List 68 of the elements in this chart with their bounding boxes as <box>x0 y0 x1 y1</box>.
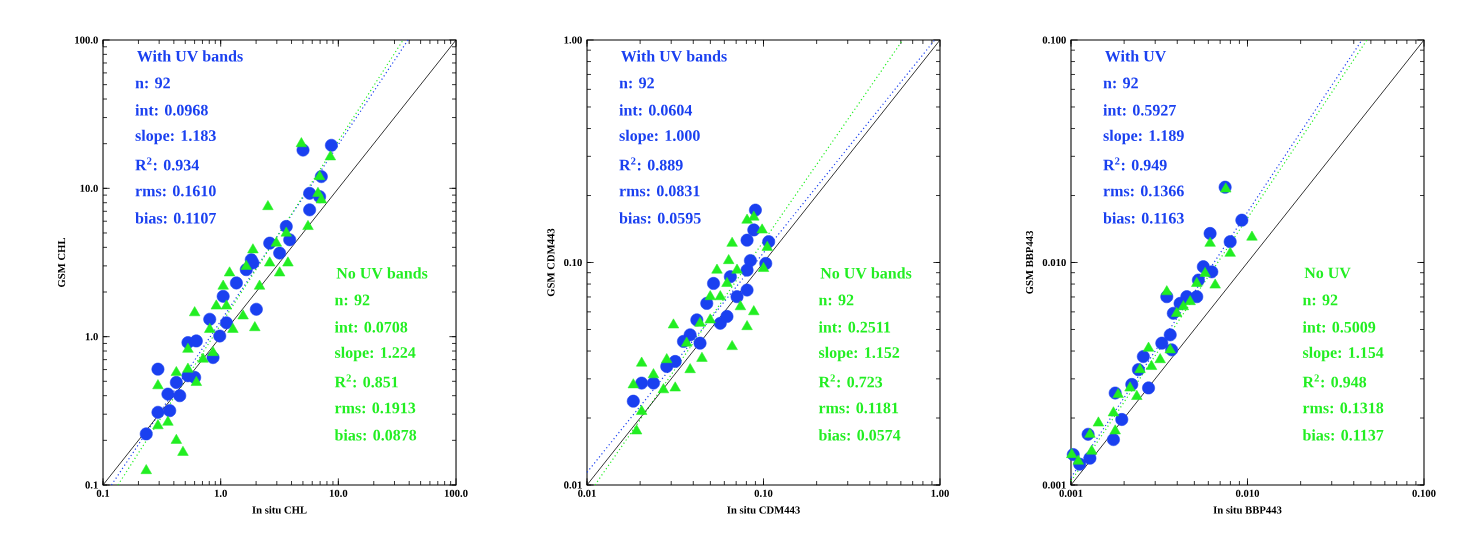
annotation: R$^{2}$: 0.889 <box>619 157 683 171</box>
y-tick-label: 0.1 <box>85 481 98 489</box>
annotation: bias: 0.1163 <box>1103 212 1184 224</box>
annotation: slope: 1.154 <box>1302 346 1384 362</box>
y-tick-label: 1.00 <box>564 36 582 44</box>
text: No UV bands <box>820 267 912 279</box>
annotation: int: 0.2511 <box>818 321 891 333</box>
annotation: n: 92 <box>1302 294 1338 306</box>
annotation: rms: 0.1610 <box>135 185 216 197</box>
annotation: slope: 1.189 <box>1103 129 1184 145</box>
x-tick-label: 1.00 <box>931 489 949 497</box>
x-tick-label: 0.01 <box>578 489 596 497</box>
annotation: n: 92 <box>1103 77 1138 89</box>
annotation: bias: 0.1137 <box>1302 429 1384 441</box>
annotation: R$^{2}$: 0.948 <box>1302 374 1367 388</box>
x-tick-label: 0.001 <box>1059 489 1083 497</box>
x-tick-label: 0.10 <box>754 489 773 497</box>
y-tick-label: 0.010 <box>1042 258 1066 267</box>
y-tick-label: 1.0 <box>85 333 98 341</box>
annotation: rms: 0.1913 <box>334 402 416 414</box>
annotation: rms: 0.0831 <box>619 185 700 197</box>
x-tick-label: 10.0 <box>329 489 348 497</box>
y-tick-label: 0.10 <box>564 258 582 267</box>
y-axis-title: GSM CHL <box>57 237 66 288</box>
annotation: bias: 0.0878 <box>334 429 417 441</box>
x-tick-label: 0.010 <box>1235 489 1260 497</box>
annotation: bias: 0.0595 <box>619 212 701 224</box>
x-axis-title: In situ BBP443 <box>1213 506 1282 514</box>
annotation: R$^{2}$: 0.723 <box>818 374 883 388</box>
annotation: int: 0.5927 <box>1103 104 1176 116</box>
x-tick-label: 100.0 <box>444 489 468 497</box>
annotation: bias: 0.1107 <box>135 212 217 224</box>
annotation: rms: 0.1318 <box>1302 402 1384 414</box>
annotation: n: 92 <box>334 294 370 306</box>
annotation: R$^{2}$: 0.851 <box>334 374 398 388</box>
annotation: rms: 0.1366 <box>1103 185 1184 197</box>
annotation: R$^{2}$: 0.934 <box>135 157 199 171</box>
text: With UV bands <box>621 50 727 62</box>
y-axis-title: GSM BBP443 <box>1025 231 1034 294</box>
text: With UV <box>1105 50 1167 62</box>
annotation: n: 92 <box>619 77 654 89</box>
annotation: R$^{2}$: 0.949 <box>1103 157 1167 171</box>
y-tick-label: 0.01 <box>564 481 582 489</box>
annotation: rms: 0.1181 <box>818 402 899 414</box>
y-tick-label: 100.0 <box>75 36 98 44</box>
x-axis-title: In situ CDM443 <box>727 506 800 514</box>
text: No UV bands <box>336 267 428 279</box>
y-axis-title: GSM CDM443 <box>547 228 555 297</box>
x-tick-label: 1.0 <box>214 489 227 497</box>
text: With UV bands <box>137 50 243 62</box>
annotation: int: 0.0708 <box>334 321 408 333</box>
annotation: n: 92 <box>818 294 854 306</box>
x-tick-label: 0.1 <box>96 489 110 497</box>
annotation: int: 0.5009 <box>1302 321 1376 333</box>
annotation: slope: 1.000 <box>619 129 700 145</box>
annotation: int: 0.0604 <box>619 104 693 116</box>
y-tick-label: 0.100 <box>1042 36 1066 44</box>
annotation: n: 92 <box>135 77 170 89</box>
annotation: slope: 1.183 <box>135 129 216 145</box>
y-tick-label: 0.001 <box>1042 481 1066 489</box>
text: No UV <box>1304 267 1351 279</box>
annotation: int: 0.0968 <box>135 104 208 116</box>
x-tick-label: 0.100 <box>1412 489 1436 497</box>
annotation: bias: 0.0574 <box>818 429 901 441</box>
y-tick-label: 10.0 <box>80 184 98 192</box>
x-axis-title: In situ CHL <box>252 506 307 514</box>
annotation: slope: 1.152 <box>818 346 900 362</box>
annotation: slope: 1.224 <box>334 346 416 362</box>
